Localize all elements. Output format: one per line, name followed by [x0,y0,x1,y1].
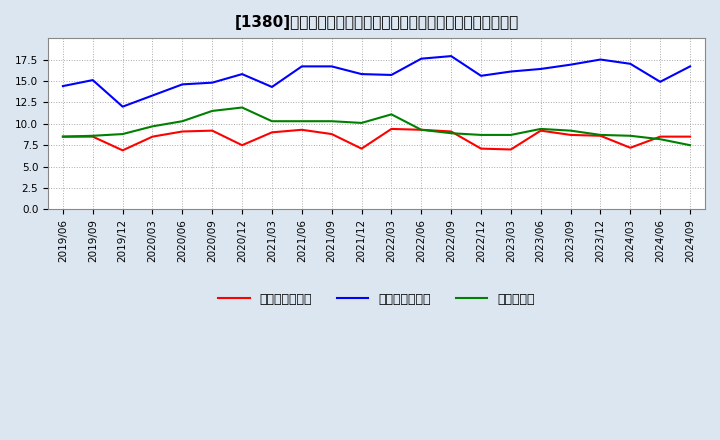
買入債務回転率 [596,57,605,62]
買入債務回転率 [238,71,246,77]
Line: 売上債権回転率: 売上債権回転率 [63,129,690,150]
買入債務回転率 [685,64,694,69]
売上債権回転率 [118,148,127,153]
在庫回転率 [268,118,276,124]
売上債権回転率 [268,130,276,135]
買入債務回転率 [58,84,67,89]
買入債務回転率 [357,71,366,77]
売上債権回転率 [626,145,634,150]
買入債務回転率 [268,84,276,90]
在庫回転率 [208,108,217,114]
在庫回転率 [58,134,67,139]
買入債務回転率 [447,54,456,59]
売上債権回転率 [507,147,516,152]
売上債権回転率 [58,134,67,139]
在庫回転率 [417,127,426,132]
買入債務回転率 [118,104,127,109]
在庫回転率 [387,112,396,117]
買入債務回転率 [507,69,516,74]
Line: 在庫回転率: 在庫回転率 [63,107,690,145]
在庫回転率 [238,105,246,110]
売上債権回転率 [656,134,665,139]
買入債務回転率 [567,62,575,67]
買入債務回転率 [328,64,336,69]
買入債務回転率 [178,82,186,87]
買入債務回転率 [297,64,306,69]
売上債権回転率 [357,146,366,151]
在庫回転率 [596,132,605,138]
売上債権回転率 [178,129,186,134]
売上債権回転率 [685,134,694,139]
Title: [1380]　売上債権回転率、買入債務回転率、在庫回転率の推移: [1380] 売上債権回転率、買入債務回転率、在庫回転率の推移 [235,15,518,30]
売上債権回転率 [238,143,246,148]
買入債務回転率 [208,80,217,85]
売上債権回転率 [328,132,336,137]
買入債務回転率 [536,66,545,72]
買入債務回転率 [89,77,97,83]
売上債権回転率 [387,126,396,132]
在庫回転率 [118,132,127,137]
買入債務回転率 [626,61,634,66]
売上債権回転率 [417,127,426,132]
売上債権回転率 [148,134,157,139]
Line: 買入債務回転率: 買入債務回転率 [63,56,690,106]
在庫回転率 [567,128,575,133]
売上債権回転率 [89,134,97,139]
在庫回転率 [685,143,694,148]
在庫回転率 [178,118,186,124]
在庫回転率 [626,133,634,139]
在庫回転率 [357,120,366,125]
在庫回転率 [656,136,665,142]
買入債務回転率 [387,72,396,77]
在庫回転率 [507,132,516,138]
Legend: 売上債権回転率, 買入債務回転率, 在庫回転率: 売上債権回転率, 買入債務回転率, 在庫回転率 [213,288,539,311]
在庫回転率 [447,131,456,136]
売上債権回転率 [297,127,306,132]
在庫回転率 [477,132,485,138]
在庫回転率 [297,118,306,124]
買入債務回転率 [656,79,665,84]
買入債務回転率 [417,56,426,61]
在庫回転率 [328,118,336,124]
在庫回転率 [89,133,97,139]
売上債権回転率 [596,133,605,139]
買入債務回転率 [477,73,485,78]
在庫回転率 [148,124,157,129]
在庫回転率 [536,126,545,132]
売上債権回転率 [536,128,545,133]
売上債権回転率 [477,146,485,151]
売上債権回転率 [208,128,217,133]
売上債権回転率 [567,132,575,138]
買入債務回転率 [148,93,157,98]
売上債権回転率 [447,129,456,134]
